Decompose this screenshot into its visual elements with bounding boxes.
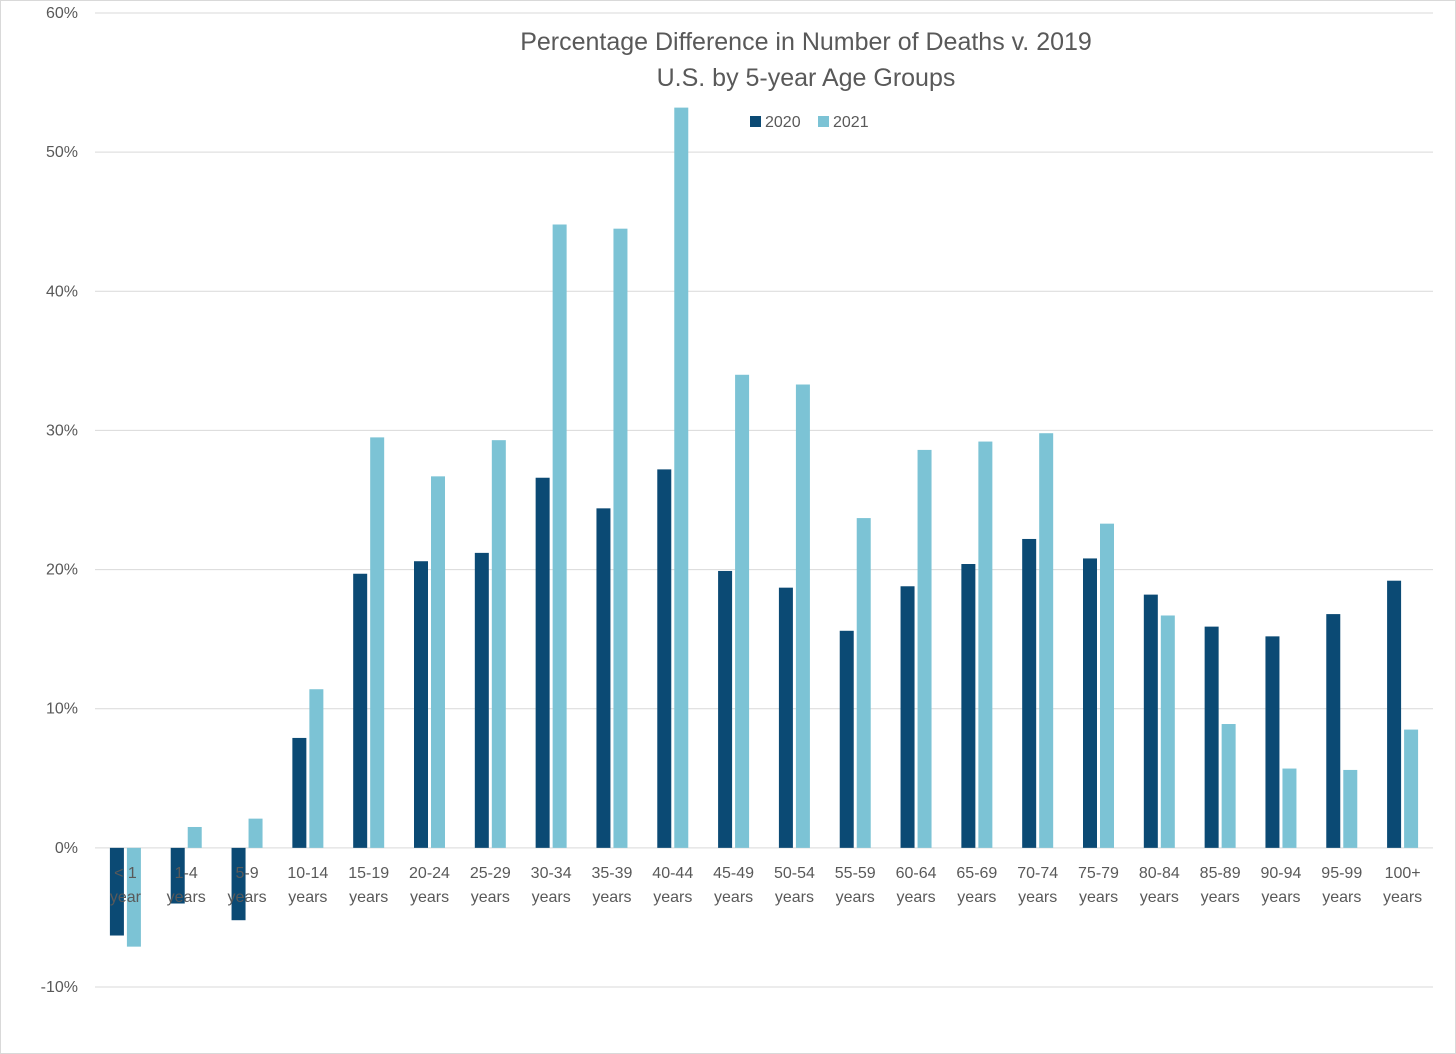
bar-2021-18	[1221, 724, 1236, 848]
chart-title: Percentage Difference in Number of Death…	[520, 28, 1092, 56]
bar-2020-13	[900, 586, 915, 848]
y-axis-ticks: -10% 0% 10% 20% 30% 40% 50% 60%	[41, 5, 78, 996]
bar-2020-14	[961, 564, 976, 848]
x-axis-ticks: < 1 year 1-4 years 5-9 years 10-14 years 15-19 ye…	[110, 865, 1422, 906]
bar-2021-9	[674, 107, 689, 848]
y-tick-label: 10%	[46, 701, 78, 718]
bars	[109, 107, 1419, 947]
bar-2020-10	[718, 570, 733, 848]
x-tick-label: 65-69 years	[956, 865, 997, 906]
y-tick-label: 50%	[46, 144, 78, 161]
bar-2020-17	[1143, 594, 1158, 848]
x-tick-label: 55-59 years	[835, 865, 876, 906]
x-tick-label: 20-24 years	[409, 865, 450, 906]
bar-2021-3	[309, 689, 324, 848]
bar-2020-18	[1204, 626, 1219, 848]
x-tick-label: 1-4 years	[167, 865, 206, 906]
x-tick-label: 100+ years	[1383, 865, 1422, 906]
chart-subtitle: U.S. by 5-year Age Groups	[657, 64, 956, 92]
bar-2020-12	[839, 630, 854, 848]
x-tick-label: 45-49 years	[713, 865, 754, 906]
bar-2020-4	[353, 573, 368, 848]
bar-2021-19	[1282, 768, 1297, 848]
bar-2021-11	[795, 384, 810, 848]
bar-2021-0	[126, 847, 141, 947]
x-tick-label: 30-34 years	[531, 865, 572, 906]
x-tick-label: 60-64 years	[896, 865, 937, 906]
bar-2021-14	[978, 441, 993, 848]
legend-label-2021: 2021	[833, 114, 869, 131]
y-tick-label: 40%	[46, 283, 78, 300]
x-tick-label: 50-54 years	[774, 865, 815, 906]
x-tick-label: 5-9 years	[227, 865, 266, 906]
bar-2021-12	[856, 518, 871, 848]
bar-2020-7	[535, 477, 550, 848]
bar-2021-5	[431, 476, 445, 848]
x-tick-label: 40-44 years	[652, 865, 693, 906]
bar-2020-21	[1387, 580, 1402, 848]
x-tick-label: 95-99 years	[1321, 865, 1362, 906]
bar-2021-16	[1100, 523, 1114, 848]
bar-2021-2	[248, 818, 263, 848]
x-tick-label: 70-74 years	[1017, 865, 1058, 906]
y-tick-label: 60%	[46, 5, 78, 22]
legend-swatch-2020	[750, 116, 761, 127]
x-tick-label: 10-14 years	[287, 865, 328, 906]
bar-2020-0	[109, 847, 124, 936]
bar-2021-10	[735, 374, 750, 848]
bar-2020-2	[231, 847, 246, 921]
bar-2020-19	[1265, 636, 1280, 848]
bar-2021-8	[613, 228, 628, 848]
bar-2020-1	[170, 847, 185, 904]
bar-2021-20	[1343, 769, 1358, 848]
x-tick-label: 15-19 years	[348, 865, 389, 906]
bar-2021-7	[552, 224, 567, 848]
y-tick-label: 30%	[46, 422, 78, 439]
bar-2021-6	[491, 440, 506, 848]
bar-2021-17	[1160, 615, 1175, 848]
bar-2020-20	[1326, 614, 1341, 848]
bar-2020-15	[1022, 538, 1037, 848]
y-tick-label: -10%	[41, 979, 78, 996]
legend: 2020 2021	[750, 114, 869, 131]
bar-2020-11	[778, 587, 793, 848]
x-tick-label: 90-94 years	[1260, 865, 1301, 906]
bar-2021-21	[1404, 729, 1419, 848]
bar-2020-9	[657, 469, 672, 848]
x-tick-label: 80-84 years	[1139, 865, 1180, 906]
bar-2021-1	[187, 826, 202, 848]
x-tick-label: 25-29 years	[470, 865, 511, 906]
bar-2020-6	[474, 552, 489, 848]
legend-swatch-2021	[818, 116, 829, 127]
bar-2021-4	[370, 437, 385, 848]
y-tick-label: 20%	[46, 562, 78, 579]
legend-label-2020: 2020	[765, 114, 801, 131]
bar-2021-13	[917, 449, 932, 848]
bar-2021-15	[1039, 433, 1054, 848]
x-tick-label: < 1 year	[110, 865, 142, 906]
y-tick-label: 0%	[55, 840, 78, 857]
bar-2020-8	[596, 508, 611, 848]
bar-2020-3	[292, 737, 307, 848]
x-tick-label: 75-79 years	[1078, 865, 1119, 906]
x-tick-label: 35-39 years	[591, 865, 632, 906]
bar-2020-5	[414, 561, 428, 848]
x-tick-label: 85-89 years	[1200, 865, 1241, 906]
bar-2020-16	[1083, 558, 1097, 848]
